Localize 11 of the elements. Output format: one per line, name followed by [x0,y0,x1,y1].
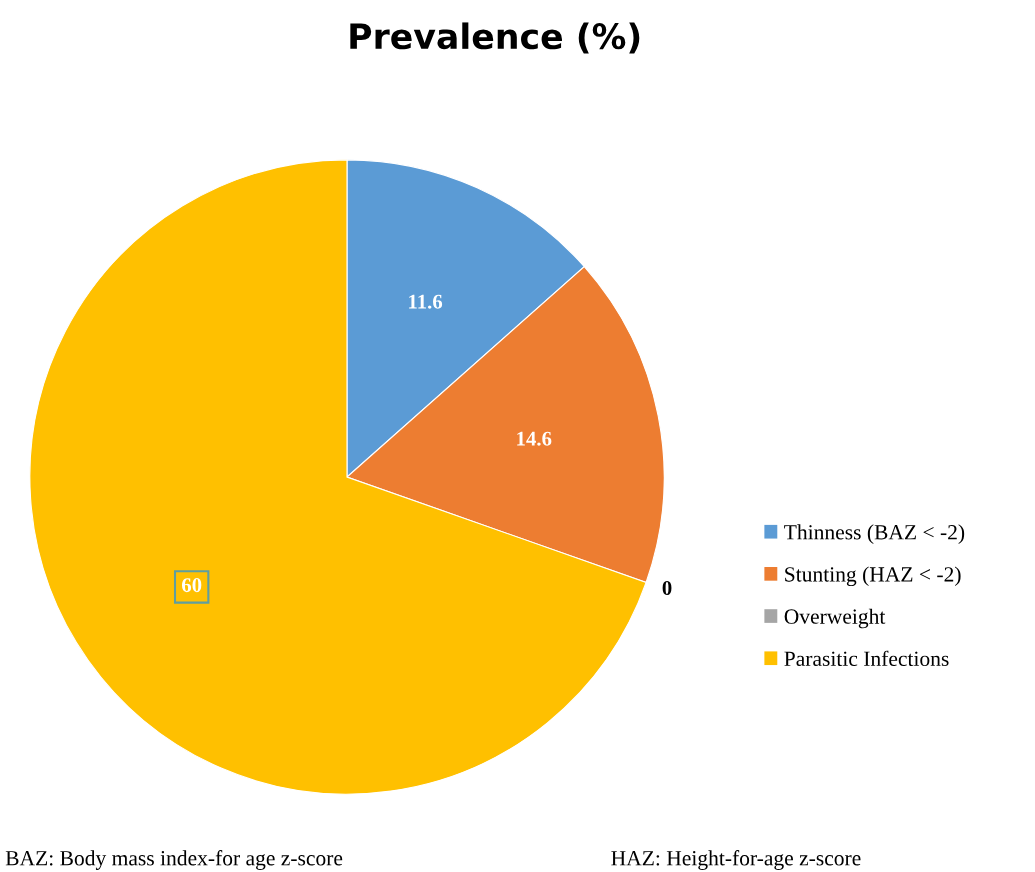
legend-label: Thinness (BAZ < -2) [784,524,965,544]
data-label: 60 [181,578,202,593]
data-label: 11.6 [409,294,443,309]
legend-label: Stunting (HAZ < -2) [785,566,961,587]
legend-label: Overweight [784,608,886,629]
data-label: 14.6 [517,431,552,446]
text: 0 [662,580,672,596]
legend-label: Parasitic Infections [784,650,949,667]
text: HAZ: Height-for-age z-score [611,850,861,870]
text: BAZ: Body mass index-for age z-score [5,850,343,870]
chart-title: Prevalence (%) [350,22,640,54]
